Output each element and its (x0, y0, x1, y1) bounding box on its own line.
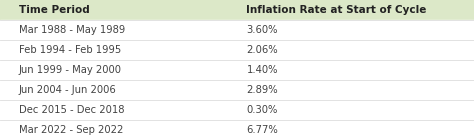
Text: 2.06%: 2.06% (246, 45, 278, 55)
Bar (0, 20, 474, 40)
Bar (0, 120, 474, 140)
Text: Jun 2004 - Jun 2006: Jun 2004 - Jun 2006 (19, 85, 117, 95)
Text: Time Period: Time Period (19, 5, 90, 15)
Text: Mar 1988 - May 1989: Mar 1988 - May 1989 (19, 25, 125, 35)
Text: 1.40%: 1.40% (246, 65, 278, 75)
Text: 3.60%: 3.60% (246, 25, 278, 35)
Text: 2.89%: 2.89% (246, 85, 278, 95)
Text: 6.77%: 6.77% (246, 125, 278, 135)
Bar (0, 60, 474, 80)
Bar (0, 100, 474, 120)
Text: Feb 1994 - Feb 1995: Feb 1994 - Feb 1995 (19, 45, 121, 55)
Text: 0.30%: 0.30% (246, 105, 278, 115)
Text: Inflation Rate at Start of Cycle: Inflation Rate at Start of Cycle (246, 5, 427, 15)
Bar (0, 80, 474, 100)
Text: Jun 1999 - May 2000: Jun 1999 - May 2000 (19, 65, 122, 75)
Bar (0, 0, 474, 20)
Text: Mar 2022 - Sep 2022: Mar 2022 - Sep 2022 (19, 125, 123, 135)
Text: Dec 2015 - Dec 2018: Dec 2015 - Dec 2018 (19, 105, 125, 115)
Bar (0, 40, 474, 60)
